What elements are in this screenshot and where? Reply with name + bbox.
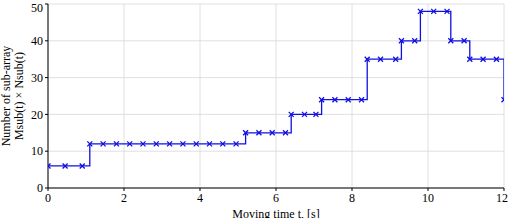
svg-text:2: 2: [121, 191, 127, 205]
svg-text:0: 0: [45, 191, 51, 205]
svg-text:0: 0: [37, 181, 43, 195]
svg-text:Msub(t) × Nsub(t): Msub(t) × Nsub(t): [12, 52, 26, 140]
svg-text:Moving time t, [s]: Moving time t, [s]: [232, 207, 319, 218]
svg-text:30: 30: [31, 71, 43, 85]
svg-text:20: 20: [31, 108, 43, 122]
svg-text:12: 12: [496, 191, 500, 205]
svg-text:8: 8: [349, 191, 355, 205]
svg-text:10: 10: [422, 191, 434, 205]
svg-text:50: 50: [31, 1, 43, 15]
svg-text:10: 10: [31, 144, 43, 158]
svg-text:6: 6: [273, 191, 279, 205]
svg-text:40: 40: [31, 34, 43, 48]
svg-text:4: 4: [197, 191, 203, 205]
